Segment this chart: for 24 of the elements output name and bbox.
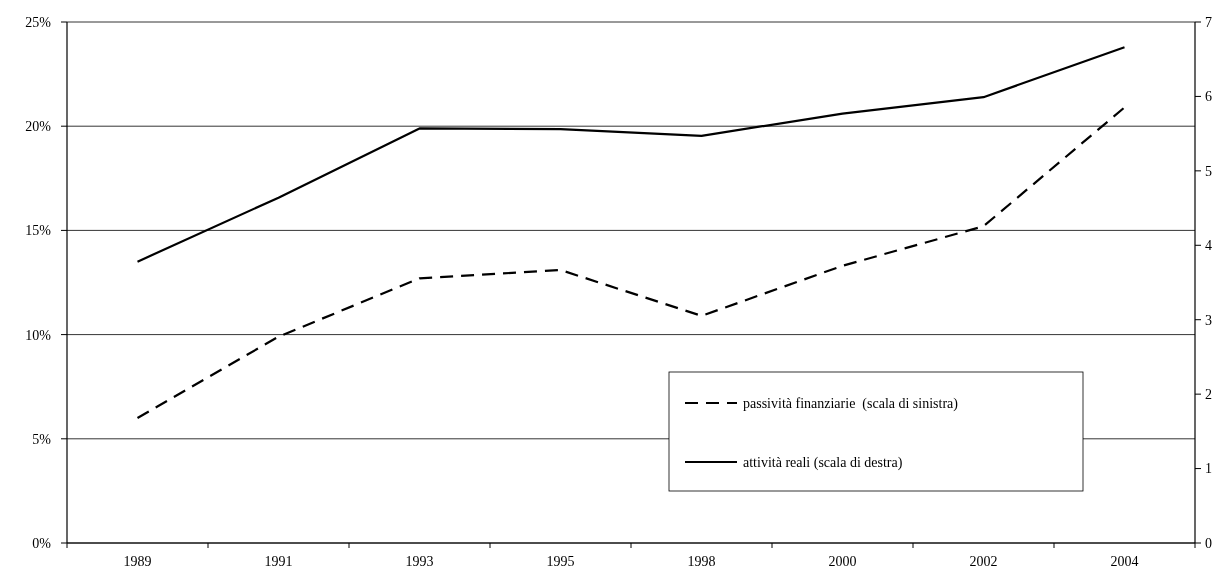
y2-tick-label: 4 <box>1205 238 1212 254</box>
x-tick-label: 2000 <box>828 554 857 569</box>
y2-tick-label: 0 <box>1205 535 1212 551</box>
y2-tick-label: 2 <box>1205 387 1212 403</box>
y-tick-label: 25% <box>25 14 52 30</box>
legend-label: passività finanziarie (scala di sinistra) <box>743 395 959 412</box>
legend-label: attività reali (scala di destra) <box>743 454 903 471</box>
x-tick-label: 1998 <box>687 554 716 569</box>
y2-tick-label: 7 <box>1205 14 1212 30</box>
y2-tick-label: 3 <box>1205 312 1212 328</box>
x-tick-label: 1993 <box>405 554 434 569</box>
y2-tick-label: 6 <box>1205 89 1212 105</box>
x-tick-label: 1991 <box>264 554 293 569</box>
y-tick-label: 0% <box>32 535 52 551</box>
x-tick-label: 2002 <box>969 554 998 569</box>
y2-tick-label: 1 <box>1205 461 1212 477</box>
x-tick-label: 1989 <box>123 554 152 569</box>
y2-tick-label: 5 <box>1205 163 1212 179</box>
y-tick-label: 10% <box>25 327 52 343</box>
x-tick-label: 2004 <box>1110 554 1139 569</box>
y-tick-label: 20% <box>25 119 52 135</box>
y-tick-label: 5% <box>32 431 52 447</box>
x-tick-label: 1995 <box>546 554 575 569</box>
y-tick-label: 15% <box>25 223 52 239</box>
